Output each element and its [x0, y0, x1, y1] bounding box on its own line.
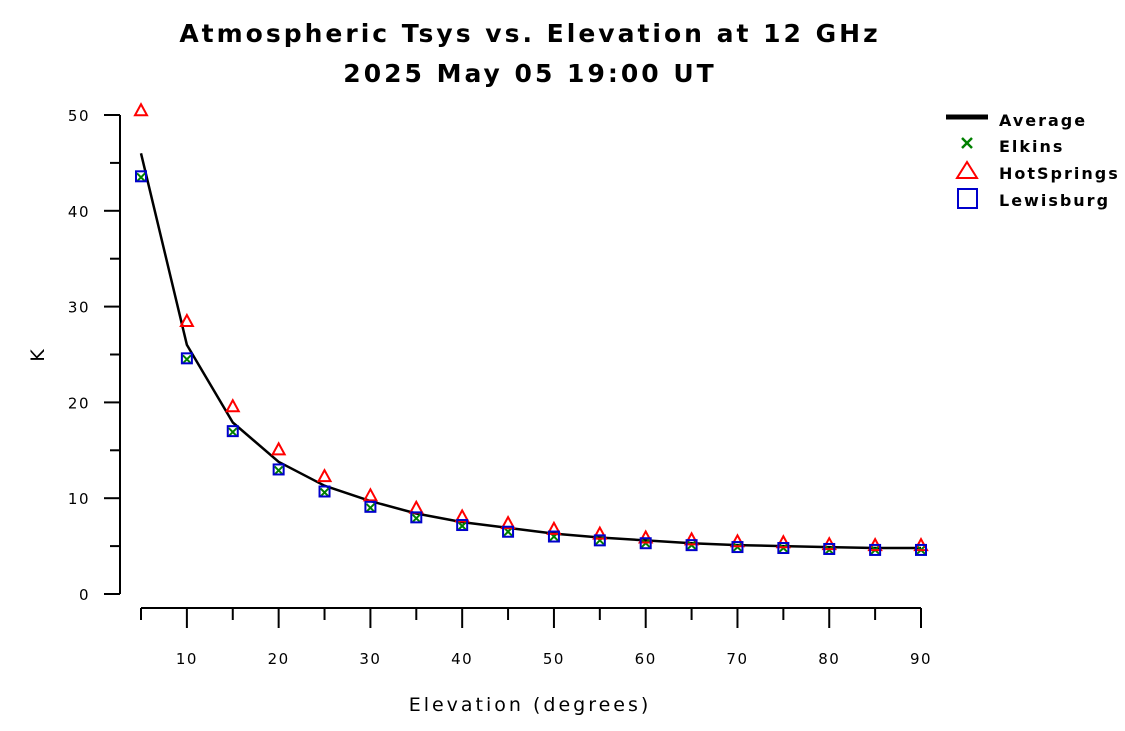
x-ticks: 10 20 30 40 50 60 70 80 90 — [140, 608, 932, 668]
data-point-lewisburg — [915, 543, 927, 556]
x-tick-label: 80 — [818, 650, 840, 668]
data-point-lewisburg — [180, 352, 193, 365]
x-tick-label: 60 — [635, 650, 657, 668]
y-tick-label: 40 — [68, 203, 90, 221]
legend-item-average: Average — [946, 111, 1087, 130]
data-point-lewisburg — [777, 542, 790, 555]
data-point-elkins — [365, 503, 376, 513]
y-tick-label: 50 — [68, 107, 90, 125]
data-point-lewisburg — [364, 500, 377, 513]
data-point-hotsprings — [775, 534, 792, 549]
data-point-hotsprings — [546, 520, 562, 535]
data-point-hotsprings — [638, 529, 654, 544]
legend-triangle-marker — [955, 160, 979, 179]
data-point-elkins — [228, 427, 238, 437]
legend-label-lewisburg: Lewisburg — [999, 191, 1110, 210]
y-ticks: 0 10 20 30 40 50 — [68, 107, 120, 604]
x-tick-label: 10 — [176, 650, 198, 668]
chart-title: Atmospheric Tsys vs. Elevation at 12 GHz — [179, 19, 880, 48]
legend-label-average: Average — [999, 111, 1087, 130]
data-point-hotsprings — [729, 533, 746, 548]
y-tick-label: 0 — [79, 586, 90, 604]
x-tick-label: 70 — [726, 650, 748, 668]
data-point-lewisburg — [318, 485, 331, 498]
data-point-lewisburg — [823, 542, 836, 555]
data-point-hotsprings — [408, 499, 424, 514]
legend-square-marker — [957, 188, 978, 209]
series-line-average — [139, 153, 921, 550]
data-point-lewisburg — [639, 537, 652, 550]
legend-item-elkins: Elkins — [961, 137, 1064, 156]
x-tick-label: 50 — [543, 650, 565, 668]
x-tick-label: 90 — [910, 650, 932, 668]
data-point-hotsprings — [592, 525, 608, 540]
data-point-lewisburg — [869, 543, 882, 556]
y-axis-label: K — [27, 346, 49, 361]
data-point-lewisburg — [502, 525, 515, 538]
data-point-elkins — [273, 465, 284, 476]
data-point-lewisburg — [410, 511, 423, 524]
data-point-lewisburg — [135, 170, 147, 183]
y-tick-label: 10 — [68, 490, 90, 508]
x-axis-label: Elevation (degrees) — [409, 694, 652, 716]
data-point-lewisburg — [593, 534, 606, 547]
data-point-lewisburg — [456, 519, 469, 532]
chart-subtitle: 2025 May 05 19:00 UT — [343, 59, 716, 88]
data-point-elkins — [319, 487, 330, 498]
legend: Average Elkins HotSprings Lewisburg — [946, 111, 1120, 210]
data-point-hotsprings — [133, 102, 149, 117]
data-point-elkins — [136, 172, 146, 182]
legend-label-hotsprings: HotSprings — [999, 164, 1120, 183]
y-tick-label: 20 — [68, 394, 90, 412]
data-point-hotsprings — [316, 468, 333, 483]
data-point-lewisburg — [272, 463, 285, 476]
data-point-hotsprings — [225, 398, 241, 413]
x-tick-label: 40 — [451, 650, 473, 668]
legend-x-marker — [961, 137, 973, 149]
data-point-lewisburg — [685, 539, 698, 552]
data-point-hotsprings — [683, 531, 700, 546]
data-point-hotsprings — [179, 312, 195, 327]
data-point-elkins — [411, 513, 422, 524]
data-point-lewisburg — [731, 541, 744, 554]
x-tick-label: 20 — [268, 650, 290, 668]
data-point-lewisburg — [226, 425, 239, 438]
x-tick-label: 30 — [359, 650, 381, 668]
data-point-hotsprings — [270, 441, 287, 456]
data-point-hotsprings — [454, 508, 470, 523]
plot-area — [133, 102, 929, 556]
legend-item-hotsprings: HotSprings — [955, 160, 1120, 183]
legend-item-lewisburg: Lewisburg — [957, 188, 1110, 210]
data-point-elkins — [182, 354, 192, 364]
data-point-hotsprings — [500, 515, 516, 530]
data-point-lewisburg — [547, 530, 560, 543]
legend-label-elkins: Elkins — [999, 137, 1064, 156]
data-point-elkins — [457, 521, 467, 531]
y-tick-label: 30 — [68, 299, 90, 317]
data-point-hotsprings — [362, 487, 379, 502]
